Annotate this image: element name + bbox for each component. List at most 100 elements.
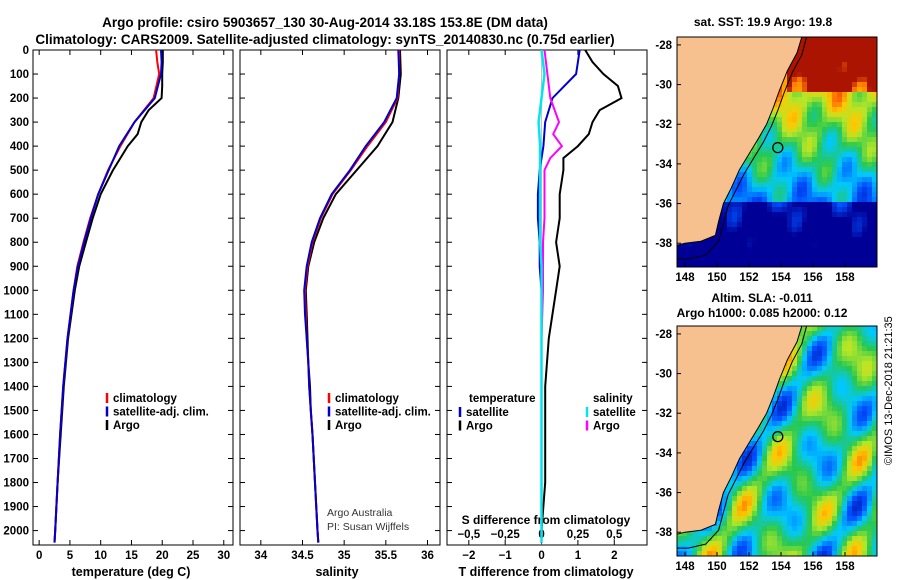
sla-map-cell — [857, 376, 863, 382]
sla-map-cell — [817, 506, 823, 512]
sla-map-cell — [797, 366, 803, 372]
sst-map-cell — [797, 252, 803, 258]
s-satellite-difference-line — [537, 49, 546, 543]
sst-map-cell — [712, 247, 718, 253]
sst-map-cell — [807, 107, 813, 113]
sla-map-cell — [847, 506, 853, 512]
sla-map-cell — [807, 356, 813, 362]
sla-map-cell — [757, 516, 763, 522]
sla-map-cell — [842, 546, 848, 552]
sst-map-cell — [862, 72, 868, 78]
sla-map-cell — [832, 526, 838, 532]
sla-map-cell — [792, 551, 798, 557]
sla-map-cell — [727, 551, 733, 557]
sst-map-cell — [812, 177, 818, 183]
sst-map-cell — [852, 172, 858, 178]
sst-map-cell — [762, 217, 768, 223]
sla-map-cell — [742, 461, 748, 467]
sla-map-cell — [742, 481, 748, 487]
sst-map-cell — [682, 247, 688, 253]
sst-map-cell — [747, 172, 753, 178]
sla-map-cell — [782, 466, 788, 472]
sla-map-cell — [807, 406, 813, 412]
sla-map-cell — [802, 376, 808, 382]
sla-map-cell — [862, 541, 868, 547]
sst-map-cell — [777, 92, 783, 98]
sst-map-cell — [772, 217, 778, 223]
sla-map-cell — [677, 546, 683, 552]
sla-map-cell — [842, 406, 848, 412]
sla-map-cell — [782, 431, 788, 437]
sst-map-cell — [837, 37, 843, 43]
sst-map-cell — [827, 62, 833, 68]
sst-map-cell — [817, 52, 823, 58]
sla-map-cell — [832, 336, 838, 342]
sst-map-cell — [812, 202, 818, 208]
sla-map-cell — [812, 436, 818, 442]
sla-map-cell — [802, 451, 808, 457]
sla-map-cell — [802, 366, 808, 372]
sst-map-cell — [712, 237, 718, 243]
sla-map-cell — [867, 391, 873, 397]
sst-map-cell — [807, 62, 813, 68]
sla-map-cell — [757, 451, 763, 457]
sla-map-cell — [797, 491, 803, 497]
sst-map-cell — [787, 107, 793, 113]
sst-map-cell — [767, 177, 773, 183]
sla-map-cell — [807, 466, 813, 472]
sla-map-cell — [867, 326, 873, 332]
sla-map-cell — [757, 526, 763, 532]
sst-map-cell — [792, 217, 798, 223]
sst-map-cell — [832, 187, 838, 193]
sst-map-cell — [792, 222, 798, 228]
sst-map-cell — [832, 132, 838, 138]
sla-map-cell — [777, 491, 783, 497]
sst-map-cell — [742, 242, 748, 248]
sst-map-cell — [847, 52, 853, 58]
sst-map-cell — [872, 52, 878, 58]
sla-map-cell — [812, 526, 818, 532]
sla-map-cell — [787, 491, 793, 497]
sst-map-cell — [822, 232, 828, 238]
sst-map-cell — [867, 187, 873, 193]
sla-map-cell — [782, 471, 788, 477]
sst-map-cell — [847, 57, 853, 63]
sst-map-cell — [872, 237, 878, 243]
sla-land — [676, 325, 803, 535]
sst-map-cell — [832, 67, 838, 73]
sst-map-cell — [762, 157, 768, 163]
sla-lon-label: 156 — [803, 561, 822, 573]
sla-map-cell — [727, 511, 733, 517]
sst-map-frame — [676, 36, 878, 268]
sst-map-cell — [837, 67, 843, 73]
sla-map-cell — [867, 361, 873, 367]
sst-map-cell — [747, 187, 753, 193]
sst-map-cell — [832, 107, 838, 113]
sst-map-cell — [832, 97, 838, 103]
sst-map-cell — [807, 262, 813, 268]
sla-map-cell — [847, 481, 853, 487]
sla-map-cell — [812, 431, 818, 437]
sla-map-cell — [822, 361, 828, 367]
sla-map-cell — [837, 551, 843, 557]
sla-map-cell — [792, 481, 798, 487]
sst-map-cell — [822, 202, 828, 208]
sla-map-cell — [807, 476, 813, 482]
sst-map-cell — [812, 147, 818, 153]
sla-map-cell — [807, 526, 813, 532]
sst-map-cell — [832, 37, 838, 43]
sla-map-cell — [847, 396, 853, 402]
sla-map-cell — [767, 406, 773, 412]
sla-map-cell — [827, 521, 833, 527]
sla-map-cell — [817, 461, 823, 467]
sla-map-cell — [822, 531, 828, 537]
sst-map-cell — [777, 252, 783, 258]
sst-map-cell — [782, 182, 788, 188]
sla-map-cell — [807, 521, 813, 527]
salinity-x-label: salinity — [315, 565, 358, 579]
sst-map-cell — [787, 82, 793, 88]
sst-map-cell — [847, 232, 853, 238]
sst-map-cell — [817, 37, 823, 43]
sst-map-cell — [777, 187, 783, 193]
sla-map-cell — [797, 436, 803, 442]
